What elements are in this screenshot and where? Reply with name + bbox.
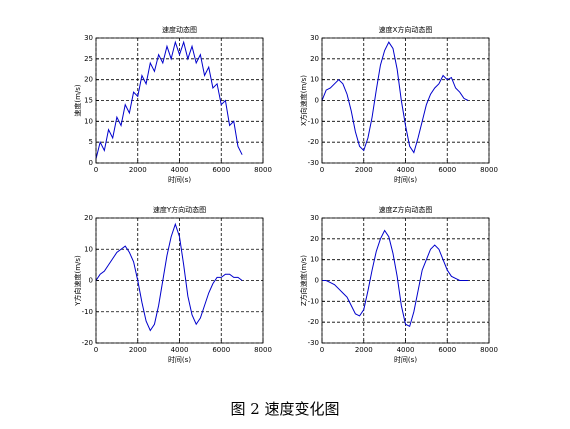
plot-border [321, 37, 490, 164]
y-tick-label: 0 [315, 277, 319, 285]
x-tick-label: 8000 [480, 346, 498, 354]
x-axis-label: 时间(s) [394, 175, 417, 184]
y-tick-label: 10 [310, 256, 319, 264]
x-axis-label: 时间(s) [168, 175, 191, 184]
x-tick-label: 0 [320, 346, 324, 354]
x-tick-label: 8000 [254, 346, 272, 354]
x-tick-label: 8000 [480, 166, 498, 174]
x-axis-label: 时间(s) [394, 355, 417, 364]
data-line [322, 229, 469, 328]
y-tick-label: -10 [82, 308, 93, 316]
y-tick-label: 30 [310, 34, 319, 42]
data-line [95, 40, 243, 159]
y-tick-label: -10 [308, 297, 319, 305]
x-tick-label: 6000 [438, 346, 456, 354]
chart-title: 速度动态图 [162, 25, 197, 34]
x-tick-label: 4000 [171, 346, 189, 354]
x-tick-label: 0 [94, 346, 98, 354]
y-tick-label: 10 [310, 76, 319, 84]
y-axis-label: X方向速度(m/s) [299, 75, 308, 126]
y-tick-label: 20 [310, 55, 319, 63]
y-tick-label: -20 [308, 138, 319, 146]
y-tick-label: 30 [84, 34, 93, 42]
x-tick-label: 6000 [212, 166, 230, 174]
y-tick-label: 5 [89, 138, 93, 146]
x-tick-label: 2000 [355, 346, 373, 354]
x-tick-label: 0 [320, 166, 324, 174]
y-tick-label: -30 [308, 339, 319, 347]
y-tick-label: -30 [308, 159, 319, 167]
x-tick-label: 2000 [129, 346, 147, 354]
y-axis-label: Y方向速度(m/s) [73, 255, 82, 307]
y-tick-label: 20 [84, 214, 93, 222]
chart-title: 速度X方向动态图 [379, 25, 433, 34]
x-axis-label: 时间(s) [168, 355, 191, 364]
y-tick-label: 10 [84, 117, 93, 125]
x-tick-label: 4000 [397, 346, 415, 354]
plot-border [95, 37, 264, 164]
x-tick-label: 4000 [171, 166, 189, 174]
y-axis-label: Z方向速度(m/s) [299, 255, 308, 306]
x-tick-label: 2000 [355, 166, 373, 174]
y-tick-label: 20 [310, 235, 319, 243]
y-axis-label: 速度(m/s) [73, 84, 82, 117]
data-line [95, 222, 243, 332]
plot-border [321, 217, 490, 344]
y-tick-label: -20 [82, 339, 93, 347]
y-tick-label: 0 [89, 277, 93, 285]
y-tick-label: 15 [84, 97, 93, 105]
x-tick-label: 4000 [397, 166, 415, 174]
y-tick-label: 0 [89, 159, 93, 167]
y-tick-label: 25 [84, 55, 93, 63]
x-tick-label: 2000 [129, 166, 147, 174]
data-line [321, 41, 469, 154]
x-tick-label: 6000 [212, 346, 230, 354]
y-tick-label: 30 [310, 214, 319, 222]
plot-border [95, 217, 264, 344]
y-tick-label: 20 [84, 76, 93, 84]
x-tick-label: 0 [94, 166, 98, 174]
caption: 图 2 速度变化图 [230, 400, 339, 418]
y-tick-label: 10 [84, 245, 93, 253]
x-tick-label: 8000 [254, 166, 272, 174]
y-tick-label: -20 [308, 318, 319, 326]
y-tick-label: 0 [315, 97, 319, 105]
x-tick-label: 6000 [438, 166, 456, 174]
y-tick-label: -10 [308, 117, 319, 125]
chart-title: 速度Y方向动态图 [153, 205, 206, 214]
chart-title: 速度Z方向动态图 [379, 205, 433, 214]
